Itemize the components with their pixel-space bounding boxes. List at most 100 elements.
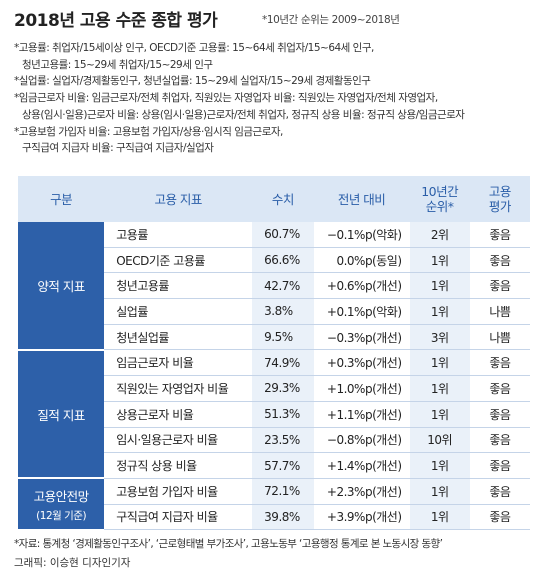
- table-row: 상용근로자 비율 51.3% +1.1%p(개선) 1위 좋음: [18, 401, 530, 428]
- indicator: 상용근로자 비율: [104, 401, 253, 428]
- notes: *고용률: 취업자/15세이상 인구, OECD기준 고용률: 15~64세 취…: [14, 40, 465, 157]
- change: +0.6%p(개선): [313, 272, 410, 300]
- rank: 1위: [409, 247, 470, 274]
- change: −0.1%p(악화): [313, 222, 410, 248]
- value: 66.6%: [252, 247, 314, 274]
- table-body: 양적 지표 고용률 60.7% −0.1%p(악화) 2위 좋음 OECD기준 고용률 66.…: [18, 222, 530, 531]
- rank: 2위: [409, 222, 470, 248]
- indicator: 실업률: [104, 298, 253, 325]
- change: +1.4%p(개선): [313, 452, 410, 479]
- value: 23.5%: [252, 427, 314, 454]
- column-header: 고용 평가: [469, 176, 530, 222]
- group-cell: 고용안전망 (12월 기준): [18, 478, 105, 531]
- change: −0.8%p(개선): [313, 427, 410, 454]
- table-row: 직원있는 자영업자 비율 29.3% +1.0%p(개선) 1위 좋음: [18, 375, 530, 402]
- value: 72.1%: [252, 478, 314, 505]
- group-cell: 질적 지표: [18, 349, 105, 480]
- column-header: 수치: [252, 176, 314, 222]
- table-row: 정규직 상용 비율 57.7% +1.4%p(개선) 1위 좋음: [18, 452, 530, 479]
- note-line: *고용률: 취업자/15세이상 인구, OECD기준 고용률: 15~64세 취…: [14, 42, 374, 54]
- value: 74.9%: [252, 349, 314, 377]
- value: 57.7%: [252, 452, 314, 479]
- group-label: 질적 지표: [37, 407, 85, 423]
- table-row: OECD기준 고용률 66.6% 0.0%p(동일) 1위 좋음: [18, 247, 530, 274]
- column-header: 고용 지표: [104, 176, 253, 222]
- group-sublabel: (12월 기준): [36, 509, 87, 522]
- rank-note: *10년간 순위는 2009~2018년: [262, 14, 400, 26]
- indicator: 임시·일용근로자 비율: [104, 427, 253, 454]
- indicator: 정규직 상용 비율: [104, 452, 253, 479]
- evaluation: 좋음: [469, 401, 530, 428]
- evaluation: 나쁨: [469, 298, 530, 325]
- evaluation: 좋음: [469, 452, 530, 479]
- indicator: 고용률: [104, 222, 253, 248]
- evaluation: 좋음: [469, 478, 530, 505]
- title: 2018년 고용 수준 종합 평가: [14, 11, 218, 31]
- change: +1.0%p(개선): [313, 375, 410, 402]
- value: 60.7%: [252, 222, 314, 248]
- evaluation: 좋음: [469, 222, 530, 248]
- rank: 1위: [409, 375, 470, 402]
- rank: 1위: [409, 452, 470, 479]
- rank: 1위: [409, 478, 470, 505]
- table-row: 질적 지표 임금근로자 비율 74.9% +0.3%p(개선) 1위 좋음: [18, 349, 530, 480]
- note-line: 구직급여 지급자 비율: 구직급여 지급자/실업자: [22, 142, 214, 155]
- group-label: 고용안전망: [33, 488, 90, 504]
- column-header: 10년간 순위*: [409, 176, 470, 222]
- indicator: OECD기준 고용률: [104, 247, 253, 274]
- indicator: 청년실업률: [104, 324, 253, 351]
- table-row: 구직급여 지급자 비율 39.8% +3.9%p(개선) 1위 좋음: [18, 504, 530, 531]
- rank: 1위: [409, 272, 470, 300]
- indicator: 직원있는 자영업자 비율: [104, 375, 253, 402]
- note-line: 상용(임시·일용)근로자 비율: 상용(임시·일용)근로자/전체 취업자, 정규…: [22, 108, 465, 121]
- indicator: 청년고용률: [104, 272, 253, 300]
- value: 3.8%: [252, 298, 314, 325]
- table-row: 임시·일용근로자 비율 23.5% −0.8%p(개선) 10위 좋음: [18, 427, 530, 454]
- column-header: 전년 대비: [313, 176, 410, 222]
- value: 51.3%: [252, 401, 314, 428]
- source: *자료: 통계청 ‘경제활동인구조사’, ‘근로형태별 부가조사’, 고용노동부…: [14, 538, 443, 550]
- group-label: 양적 지표: [37, 278, 85, 294]
- change: +3.9%p(개선): [313, 504, 410, 531]
- rank: 3위: [409, 324, 470, 351]
- evaluation: 나쁨: [469, 324, 530, 351]
- evaluation: 좋음: [469, 375, 530, 402]
- change: +0.3%p(개선): [313, 349, 410, 377]
- table-row: 실업률 3.8% +0.1%p(악화) 1위 나쁨: [18, 298, 530, 325]
- evaluation: 좋음: [469, 504, 530, 531]
- evaluation: 좋음: [469, 247, 530, 274]
- change: −0.3%p(개선): [313, 324, 410, 351]
- rank: 1위: [409, 401, 470, 428]
- change: +2.3%p(개선): [313, 478, 410, 505]
- value: 42.7%: [252, 272, 314, 300]
- value: 9.5%: [252, 324, 314, 351]
- rank: 1위: [409, 504, 470, 531]
- table-row: 양적 지표 고용률 60.7% −0.1%p(악화) 2위 좋음: [18, 222, 530, 351]
- change: 0.0%p(동일): [313, 247, 410, 274]
- table-row: 고용안전망 (12월 기준) 고용보험 가입자 비율 72.1% +2.3%p(개선) 1…: [18, 478, 530, 531]
- evaluation: 좋음: [469, 427, 530, 454]
- rank: 1위: [409, 298, 470, 325]
- evaluation: 좋음: [469, 272, 530, 300]
- change: +1.1%p(개선): [313, 401, 410, 428]
- indicator: 고용보험 가입자 비율: [104, 478, 253, 505]
- column-header: 구분: [18, 176, 105, 222]
- note-line: 청년고용률: 15~29세 취업자/15~29세 인구: [22, 58, 213, 71]
- indicator: 임금근로자 비율: [104, 349, 253, 377]
- indicator: 구직급여 지급자 비율: [104, 504, 253, 531]
- credit: 그래픽: 이승현 디자인기자: [14, 557, 131, 569]
- note-line: *고용보험 가입자 비율: 고용보험 가입자/상용·임시직 임금근로자,: [14, 125, 283, 138]
- rank: 10위: [409, 427, 470, 454]
- value: 29.3%: [252, 375, 314, 402]
- group-cell: 양적 지표: [18, 222, 105, 351]
- change: +0.1%p(악화): [313, 298, 410, 325]
- note-line: *실업률: 실업자/경제활동인구, 청년실업률: 15~29세 실업자/15~2…: [14, 75, 371, 88]
- value: 39.8%: [252, 504, 314, 531]
- header-row: 구분 고용 지표 수치 전년 대비 10년간 순위* 고용 평가: [18, 176, 530, 222]
- note-line: *임금근로자 비율: 임금근로자/전체 취업자, 직원있는 자영업자 비율: 직…: [14, 92, 438, 105]
- table-row: 청년고용률 42.7% +0.6%p(개선) 1위 좋음: [18, 272, 530, 300]
- table-row: 청년실업률 9.5% −0.3%p(개선) 3위 나쁨: [18, 324, 530, 351]
- rank: 1위: [409, 349, 470, 377]
